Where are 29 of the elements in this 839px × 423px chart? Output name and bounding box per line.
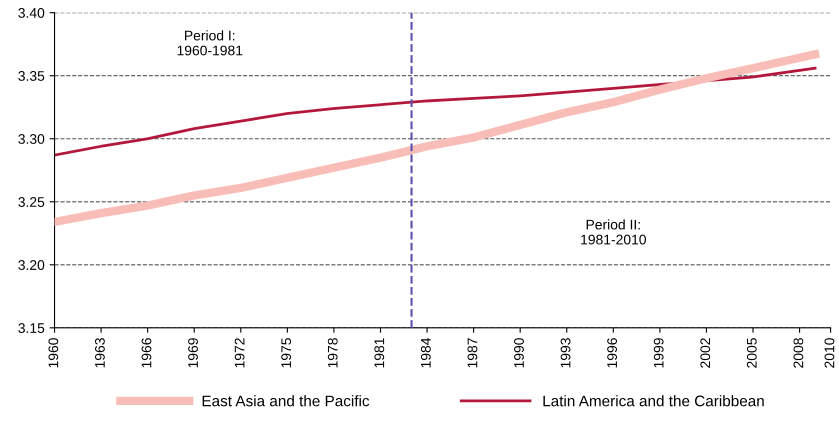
- x-tick-label: 2005: [746, 338, 757, 368]
- x-tick-label: 1963: [94, 338, 105, 368]
- y-tick-label: 3.25: [18, 197, 44, 207]
- x-tick-label: 1972: [234, 338, 245, 368]
- x-tick-label: 1966: [142, 338, 152, 368]
- x-tick-label: 1984: [420, 338, 431, 368]
- x-tick-label: 1975: [281, 338, 292, 368]
- x-tick-label: 1990: [514, 338, 524, 368]
- y-tick-label: 3.20: [18, 260, 44, 270]
- x-tick-label: 2010: [824, 338, 834, 368]
- x-tick-label: 1981: [374, 338, 384, 368]
- x-tick-label: 1969: [188, 338, 198, 368]
- x-tick-label: 2002: [700, 338, 710, 368]
- y-tick-label: 3.35: [18, 71, 44, 81]
- x-tick-label: 1996: [607, 338, 618, 368]
- x-tick-label: 1960: [48, 338, 58, 368]
- x-tick-label: 1978: [328, 338, 338, 368]
- y-tick-label: 3.15: [18, 323, 44, 333]
- legend-label: Latin America and the Caribbean: [543, 395, 764, 406]
- annotation: Period II: 1981-2010: [581, 219, 646, 244]
- x-tick-label: 1987: [468, 338, 478, 368]
- legend-label: East Asia and the Pacific: [202, 395, 370, 406]
- annotation: Period I: 1960-1981: [178, 30, 242, 56]
- line-series: [54, 66, 816, 157]
- x-tick-label: 1993: [560, 338, 570, 368]
- y-tick-label: 3.30: [18, 134, 44, 144]
- x-tick-label: 1999: [654, 338, 664, 368]
- y-tick-label: 3.40: [18, 8, 44, 18]
- x-tick-label: 2008: [793, 338, 804, 368]
